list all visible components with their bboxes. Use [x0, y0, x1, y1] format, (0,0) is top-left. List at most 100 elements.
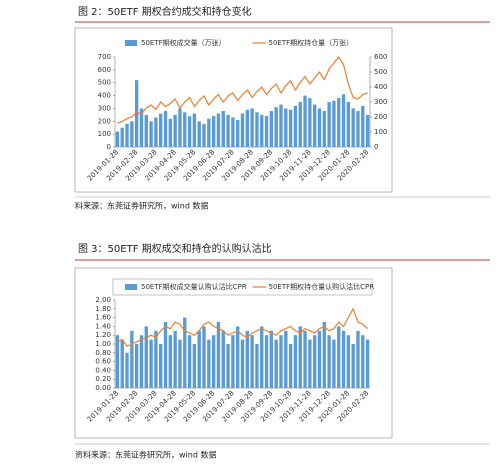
bar [317, 108, 322, 147]
bar [308, 339, 312, 388]
line-series [117, 307, 368, 347]
y2-tick-label: 500 [374, 68, 387, 76]
bar [303, 330, 307, 388]
bar [236, 326, 240, 388]
bar [168, 335, 173, 388]
bar [134, 344, 139, 388]
bar [120, 339, 124, 388]
y2-tick-label: 0 [374, 143, 378, 151]
bar [250, 108, 254, 147]
bar [361, 105, 365, 147]
bar [139, 108, 144, 147]
bar [144, 326, 148, 388]
bar [149, 121, 153, 147]
bar [236, 120, 240, 147]
y2-tick-label: 600 [374, 53, 387, 61]
y-tick-label: 300 [98, 104, 111, 112]
bar [197, 121, 201, 147]
y2-tick-label: 300 [374, 98, 387, 106]
bar [293, 335, 298, 388]
bar [130, 330, 134, 388]
bar [178, 339, 182, 388]
bar [202, 326, 206, 388]
bar [154, 117, 158, 147]
bar [332, 339, 336, 388]
bar [115, 335, 120, 388]
bar [226, 114, 230, 147]
bar [226, 344, 230, 388]
y-tick-label: 1.40 [95, 322, 111, 330]
legend-label: 50ETF期权持仓量认购认沽比CPR [269, 282, 375, 291]
y2-tick-label: 200 [374, 113, 387, 121]
bar [216, 322, 221, 388]
bar [274, 339, 278, 388]
bar [356, 330, 360, 388]
y-tick-label: 1.60 [95, 314, 111, 322]
bar [255, 344, 259, 388]
bar [134, 80, 139, 147]
y-tick-label: 1.20 [95, 331, 111, 339]
source-note: 料来源：东莞证券研究所，wind 数据 [75, 201, 208, 211]
bar [303, 95, 307, 147]
bar [139, 335, 144, 388]
legend-swatch [125, 284, 137, 290]
bar [240, 339, 245, 388]
bar [337, 98, 341, 147]
bar [115, 131, 120, 147]
bar [125, 123, 129, 147]
y-tick-label: 0.60 [95, 358, 111, 366]
bar [149, 339, 153, 388]
bar [183, 112, 187, 147]
bar [365, 114, 370, 147]
bar [312, 335, 317, 388]
y-tick-label: 1.00 [95, 340, 111, 348]
y2-tick-label: 100 [374, 128, 387, 136]
y-tick-label: 1.80 [95, 305, 111, 313]
bar [260, 326, 264, 388]
bar [293, 105, 298, 147]
bar [125, 352, 129, 388]
bar [192, 113, 197, 147]
bar [178, 108, 182, 147]
bar [130, 121, 134, 147]
source-note: 资料来源：东莞证券研究所，wind 数据 [75, 450, 216, 460]
y-tick-label: 0.80 [95, 349, 111, 357]
bar [284, 108, 288, 147]
y-tick-label: 0.00 [95, 384, 111, 392]
bar [365, 339, 370, 388]
bar [202, 123, 206, 147]
bar [245, 109, 249, 147]
bar [192, 344, 197, 388]
bar [269, 111, 274, 147]
bar [284, 330, 288, 388]
bar [332, 100, 336, 147]
bar [279, 104, 283, 147]
bar [211, 116, 216, 147]
figure-title: 图 3：50ETF 期权成交和持仓的认购认沽比 [78, 242, 272, 255]
bar [260, 114, 264, 147]
line-series [117, 55, 368, 124]
y2-tick-label: 400 [374, 83, 387, 91]
bar [231, 335, 235, 388]
bar [288, 109, 293, 147]
y-tick-label: 100 [98, 130, 111, 138]
bar [168, 118, 173, 147]
bar [298, 102, 302, 147]
bar [231, 117, 235, 147]
bar [308, 98, 312, 147]
bar [255, 112, 259, 147]
y-tick-label: 600 [98, 66, 111, 74]
bar [144, 114, 148, 147]
bar [264, 116, 269, 147]
bar [327, 335, 331, 388]
chart-frame [74, 27, 393, 193]
bar [288, 344, 293, 388]
bar [341, 330, 346, 388]
y-tick-label: 2.00 [95, 296, 111, 304]
bar [221, 330, 225, 388]
bar [312, 104, 317, 147]
bar [327, 102, 331, 147]
bar [351, 344, 355, 388]
legend-label: 50ETF期权持仓量（万张） [269, 38, 354, 47]
